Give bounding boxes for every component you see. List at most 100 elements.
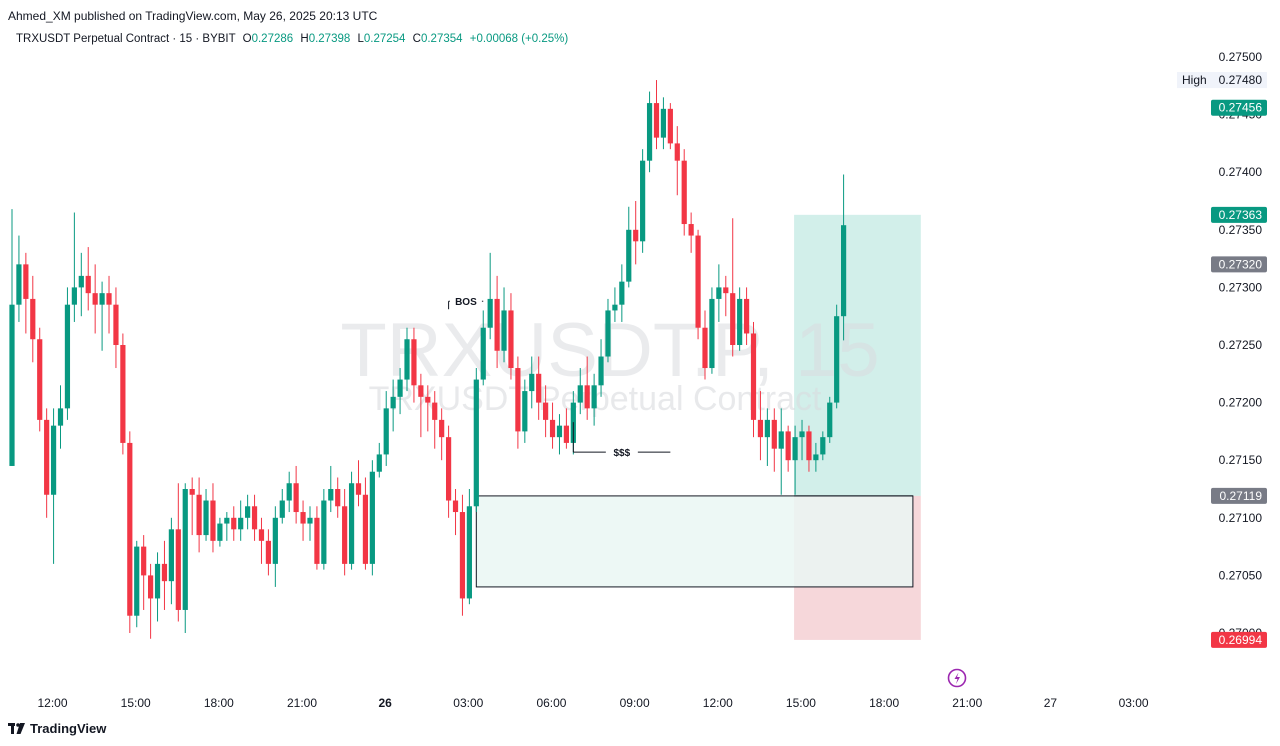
candle[interactable]: [286, 471, 292, 513]
candle[interactable]: [44, 408, 50, 518]
candle[interactable]: [196, 477, 202, 553]
candle[interactable]: [189, 477, 195, 536]
candle[interactable]: [688, 212, 694, 253]
candle[interactable]: [764, 408, 770, 466]
candle[interactable]: [224, 512, 230, 541]
candle[interactable]: [231, 506, 237, 541]
candle[interactable]: [342, 489, 348, 576]
candle[interactable]: [120, 333, 126, 455]
candle[interactable]: [536, 356, 542, 420]
candle[interactable]: [113, 287, 119, 369]
candle[interactable]: [64, 287, 71, 420]
candle[interactable]: [750, 321, 757, 438]
candle[interactable]: [813, 442, 819, 472]
candle[interactable]: [307, 506, 313, 541]
candle[interactable]: [674, 126, 680, 196]
candle[interactable]: [633, 201, 639, 265]
candle[interactable]: [23, 252, 29, 334]
candle[interactable]: [411, 327, 417, 403]
candle[interactable]: [820, 431, 826, 461]
candle[interactable]: [85, 247, 91, 311]
candle[interactable]: [459, 494, 466, 616]
candle[interactable]: [598, 339, 604, 397]
candle[interactable]: [203, 489, 209, 541]
candle[interactable]: [577, 368, 583, 415]
candle[interactable]: [702, 310, 708, 380]
candle[interactable]: [16, 235, 22, 322]
candle[interactable]: [390, 379, 396, 432]
candle[interactable]: [549, 402, 556, 449]
candle[interactable]: [806, 425, 812, 472]
candle[interactable]: [154, 552, 161, 622]
candle[interactable]: [245, 494, 251, 530]
candle[interactable]: [723, 275, 729, 317]
candle[interactable]: [792, 425, 798, 495]
candle[interactable]: [355, 460, 362, 507]
candle[interactable]: [709, 287, 715, 374]
candle[interactable]: [37, 327, 43, 432]
candle[interactable]: [362, 477, 369, 570]
candle[interactable]: [681, 149, 687, 236]
candle[interactable]: [92, 264, 98, 334]
candle[interactable]: [501, 287, 507, 363]
candle[interactable]: [626, 206, 632, 288]
candle[interactable]: [50, 408, 57, 564]
candle[interactable]: [348, 471, 355, 570]
candle[interactable]: [161, 540, 168, 610]
candle[interactable]: [612, 287, 618, 322]
candle[interactable]: [799, 419, 805, 461]
candle[interactable]: [182, 483, 188, 633]
candle[interactable]: [653, 80, 660, 150]
candle[interactable]: [293, 465, 299, 524]
candle[interactable]: [148, 563, 154, 639]
candle[interactable]: [99, 281, 105, 351]
candle[interactable]: [660, 97, 667, 150]
candle[interactable]: [730, 218, 736, 357]
candle[interactable]: [494, 275, 500, 369]
candle[interactable]: [743, 287, 750, 345]
candle[interactable]: [619, 264, 625, 322]
candle[interactable]: [785, 425, 791, 472]
candle[interactable]: [737, 287, 743, 351]
candle[interactable]: [563, 408, 569, 449]
candle[interactable]: [640, 149, 646, 253]
candle[interactable]: [834, 304, 840, 409]
candle[interactable]: [757, 391, 764, 461]
candle[interactable]: [778, 408, 784, 495]
candle[interactable]: [251, 494, 258, 541]
candle[interactable]: [556, 414, 563, 455]
candle[interactable]: [646, 91, 653, 173]
candle[interactable]: [522, 379, 528, 443]
candle[interactable]: [425, 385, 431, 432]
candle[interactable]: [335, 477, 341, 518]
candle[interactable]: [30, 275, 36, 363]
candle[interactable]: [217, 517, 223, 547]
candle[interactable]: [771, 408, 777, 472]
candle[interactable]: [543, 385, 549, 438]
candle[interactable]: [591, 373, 597, 426]
candle[interactable]: [418, 373, 424, 438]
candle[interactable]: [487, 252, 493, 340]
candle[interactable]: [168, 517, 174, 605]
candle[interactable]: [238, 500, 244, 541]
demand-box[interactable]: [475, 495, 914, 588]
lightning-icon[interactable]: [947, 668, 967, 688]
candle[interactable]: [584, 356, 590, 420]
candle[interactable]: [57, 385, 64, 449]
candle[interactable]: [432, 391, 438, 449]
candle[interactable]: [439, 408, 445, 461]
candle[interactable]: [106, 275, 112, 334]
candle[interactable]: [529, 356, 535, 409]
candle[interactable]: [71, 212, 77, 322]
candle[interactable]: [466, 489, 472, 605]
candle[interactable]: [9, 209, 15, 466]
candle[interactable]: [210, 483, 216, 553]
candle[interactable]: [397, 368, 403, 415]
candle[interactable]: [314, 506, 320, 570]
candle[interactable]: [695, 229, 701, 340]
candle[interactable]: [369, 460, 375, 576]
candle[interactable]: [141, 535, 147, 610]
candle[interactable]: [716, 264, 722, 322]
candle[interactable]: [78, 252, 84, 317]
candle[interactable]: [328, 465, 334, 513]
